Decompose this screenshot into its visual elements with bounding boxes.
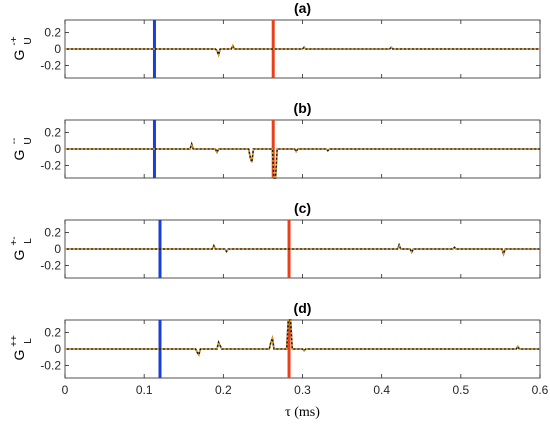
panel-title: (b) (294, 100, 312, 116)
y-tick-label: 0 (54, 42, 61, 56)
y-label-superscript: -- (9, 138, 20, 145)
series-line (65, 141, 540, 179)
y-axis-label: G -- U (9, 137, 34, 160)
y-tick-label: -0.2 (40, 359, 61, 373)
series-line (65, 319, 540, 357)
y-tick-label: 0 (54, 342, 61, 356)
panel-title: (a) (294, 0, 311, 16)
x-tick-label: 0 (62, 383, 69, 397)
y-axis-label: G -+ U (9, 36, 34, 60)
panel-a: (a) 0.2 0 -0.2 G -+ U (9, 0, 541, 79)
x-tick-label: 0.3 (294, 383, 311, 397)
x-tick-label: 0.5 (452, 383, 469, 397)
x-tick-label: 0.2 (215, 383, 232, 397)
y-label-subscript: U (23, 37, 34, 44)
series-line-dashed (65, 43, 540, 58)
y-tick-label: 0.2 (44, 125, 61, 139)
x-tick-label: 0.4 (373, 383, 390, 397)
y-label-superscript: ++ (9, 335, 20, 347)
y-label-main: G (11, 50, 27, 61)
y-tick-label: 0 (54, 242, 61, 256)
panel-b: (b) 0.2 0 -0.2 G -- U (9, 100, 541, 179)
y-tick-label: 0.2 (44, 325, 61, 339)
panel-title: (c) (294, 200, 311, 216)
y-label-subscript: L (23, 338, 34, 344)
x-tick-label: 0.6 (532, 383, 549, 397)
panel-title: (d) (294, 300, 312, 316)
y-label-main: G (11, 250, 27, 261)
y-label-superscript: +- (9, 236, 20, 245)
panel-d: (d) 0.2 0 -0.2 G ++ L (9, 300, 541, 379)
y-tick-label: 0.2 (44, 25, 61, 39)
y-tick-label: -0.2 (40, 159, 61, 173)
y-label-main: G (11, 150, 27, 161)
series-line-dashed (65, 242, 540, 257)
y-tick-label: 0 (54, 142, 61, 156)
y-label-main: G (11, 350, 27, 361)
y-label-subscript: L (23, 238, 34, 244)
y-tick-label: -0.2 (40, 259, 61, 273)
panel-c: (c) 0.2 0 -0.2 G +- L (9, 200, 541, 279)
x-tick-label: 0.1 (136, 383, 153, 397)
y-label-superscript: -+ (9, 36, 20, 45)
y-label-subscript: U (23, 137, 34, 144)
x-axis-label: τ (ms) (285, 405, 320, 420)
y-tick-label: 0.2 (44, 225, 61, 239)
y-axis-label: G ++ L (9, 335, 34, 360)
y-tick-label: -0.2 (40, 59, 61, 73)
y-axis-label: G +- L (9, 236, 34, 260)
